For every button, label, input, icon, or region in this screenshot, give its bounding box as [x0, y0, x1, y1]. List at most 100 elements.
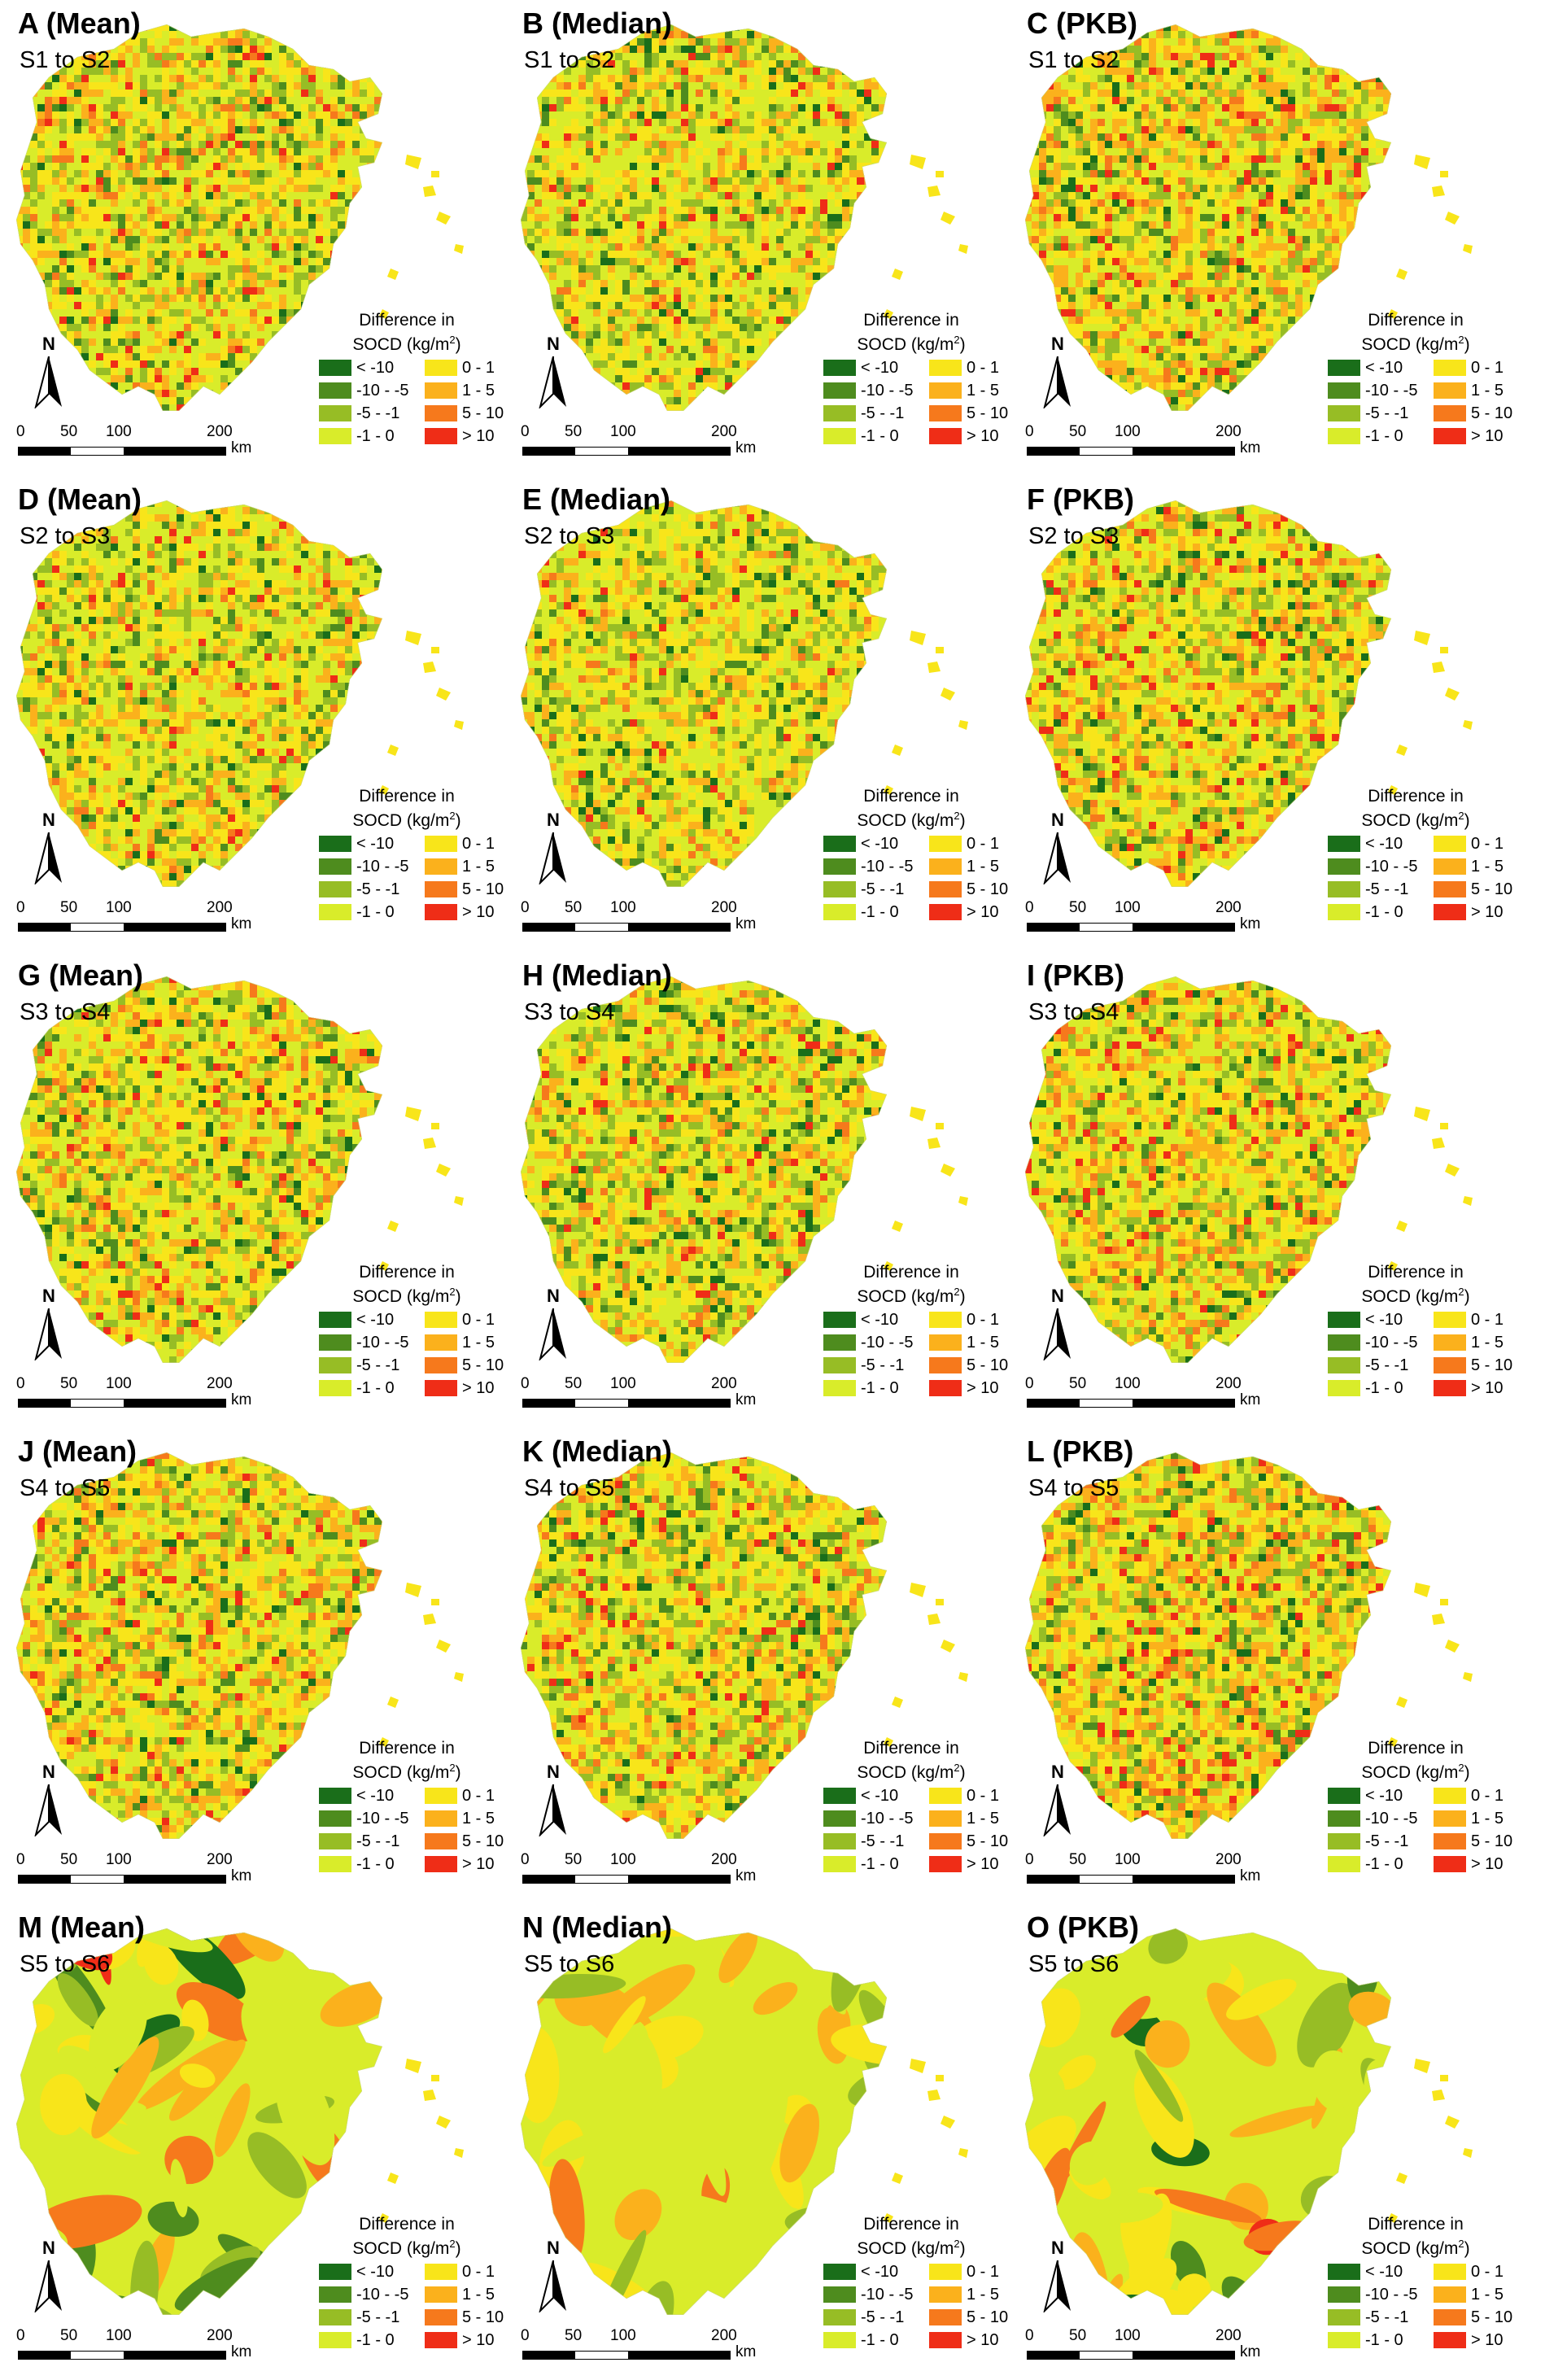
panel-letter: J: [18, 1435, 34, 1468]
legend-label: 5 - 10: [967, 404, 1008, 423]
legend-title-line2: SOCD (kg/m: [1361, 2239, 1458, 2258]
legend-label: > 10: [462, 902, 494, 922]
islands: [379, 1107, 464, 1271]
legend-swatch: [929, 836, 962, 852]
scale-unit: km: [231, 439, 251, 457]
legend-title: Difference in SOCD (kg/m2): [814, 787, 1009, 831]
legend-title: Difference in SOCD (kg/m2): [1318, 2215, 1513, 2259]
legend-title-suffix: ): [1464, 811, 1470, 830]
legend-title-line2: SOCD (kg/m: [352, 335, 449, 354]
scale-tick-label: 100: [1115, 1851, 1141, 1869]
legend-swatch: [319, 1788, 351, 1804]
north-arrow: N: [31, 2238, 67, 2319]
scale-tick-label: 0: [521, 423, 530, 441]
north-letter: N: [1040, 334, 1076, 355]
scale-bar-segment: [1027, 447, 1080, 456]
legend-swatch: [929, 2264, 962, 2280]
legend-label: 5 - 10: [967, 1356, 1008, 1375]
scale-tick-label: 0: [1025, 2327, 1034, 2345]
legend-swatch: [425, 2332, 457, 2348]
legend-swatch: [929, 1357, 962, 1373]
panel-method: (Mean): [46, 7, 141, 40]
legend-label: -10 - -5: [356, 381, 408, 400]
panel-method: (Mean): [49, 959, 143, 992]
scale-tick-label: 0: [521, 1375, 530, 1393]
legend-swatch: [823, 2264, 856, 2280]
legend-label: -10 - -5: [1365, 2285, 1417, 2304]
legend-swatch: [1328, 2286, 1360, 2303]
legend-swatch: [425, 360, 457, 376]
scale-tick-label: 50: [565, 1375, 582, 1393]
scale-bar-segment: [70, 447, 125, 456]
legend-label: -10 - -5: [356, 857, 408, 876]
legend-swatch: [1328, 1788, 1360, 1804]
scale-tick-label: 200: [207, 899, 233, 917]
legend-swatch: [1434, 836, 1466, 852]
legend-swatch: [929, 1334, 962, 1351]
legend-label: -1 - 0: [1365, 1378, 1403, 1398]
legend-swatch: [425, 1833, 457, 1849]
legend-label: 5 - 10: [1471, 1356, 1512, 1375]
legend-swatch: [929, 2309, 962, 2325]
map-panel-m: M (Mean) S5 to S6 Difference in SOCD (kg…: [0, 1904, 504, 2380]
legend-title-sup: 2: [449, 1762, 455, 1774]
scale-bar-segment: [70, 1399, 125, 1408]
legend-label: -5 - -1: [356, 404, 399, 423]
panel-method: (Mean): [47, 483, 142, 516]
legend-title-line2: SOCD (kg/m: [1361, 1763, 1458, 1782]
scale-tick-label: 0: [16, 1375, 25, 1393]
legend-swatch: [1328, 1357, 1360, 1373]
panel-title: D (Mean): [18, 483, 142, 517]
legend-swatch: [319, 2332, 351, 2348]
scale-bar-segment: [124, 447, 226, 456]
legend-swatch: [319, 836, 351, 852]
legend-label: -10 - -5: [861, 1809, 913, 1828]
legend-title-sup: 2: [954, 1286, 959, 1298]
legend-label: -10 - -5: [356, 1809, 408, 1828]
legend-swatch: [319, 428, 351, 444]
map-panel-d: D (Mean) S2 to S3 Difference in SOCD (kg…: [0, 476, 504, 952]
legend-title: Difference in SOCD (kg/m2): [814, 1739, 1009, 1783]
scale-bar: 0 50 100 200 km: [16, 423, 262, 464]
scale-tick-label: 200: [207, 1375, 233, 1393]
legend-label: 5 - 10: [967, 2308, 1008, 2327]
legend-label: -5 - -1: [861, 1832, 904, 1851]
legend-title-line2: SOCD (kg/m: [1361, 1287, 1458, 1306]
scale-tick-label: 100: [106, 1851, 132, 1869]
legend-swatch: [823, 904, 856, 920]
scale-bar-segment: [1079, 447, 1134, 456]
map-panel-g: G (Mean) S3 to S4 Difference in SOCD (kg…: [0, 952, 504, 1428]
scale-tick-label: 0: [1025, 899, 1034, 917]
scale-tick-label: 50: [1069, 1375, 1086, 1393]
legend-label: 0 - 1: [462, 2262, 495, 2282]
scale-tick-label: 0: [1025, 1375, 1034, 1393]
north-letter: N: [31, 334, 67, 355]
legend-title-line1: Difference in: [1368, 787, 1464, 806]
legend-swatch: [425, 382, 457, 399]
panel-transition: S4 to S5: [20, 1475, 110, 1502]
scale-bar: 0 50 100 200 km: [1025, 899, 1271, 940]
north-arrow: N: [31, 1762, 67, 1843]
islands: [884, 631, 968, 795]
scale-unit: km: [231, 915, 251, 933]
panel-title: K (Median): [522, 1435, 672, 1469]
legend-swatch: [929, 858, 962, 875]
panel-method: (Median): [552, 1435, 672, 1468]
legend-label: 5 - 10: [1471, 2308, 1512, 2327]
legend-label: -5 - -1: [356, 2308, 399, 2327]
map-panel-k: K (Median) S4 to S5 Difference in SOCD (…: [504, 1428, 1009, 1904]
scale-unit: km: [231, 2343, 251, 2361]
north-arrow: N: [535, 1762, 571, 1843]
scale-bar-segment: [1079, 1875, 1134, 1884]
map-figure: [521, 976, 968, 1363]
legend-title-sup: 2: [1458, 334, 1464, 346]
legend-swatch: [425, 405, 457, 421]
islands: [1388, 1583, 1473, 1747]
scale-bar-segment: [1133, 923, 1235, 932]
panel-letter: C: [1027, 7, 1048, 40]
legend-swatch: [1434, 1833, 1466, 1849]
legend-swatch: [425, 904, 457, 920]
islands: [379, 155, 464, 319]
panel-title: J (Mean): [18, 1435, 137, 1469]
legend-label: 5 - 10: [1471, 404, 1512, 423]
